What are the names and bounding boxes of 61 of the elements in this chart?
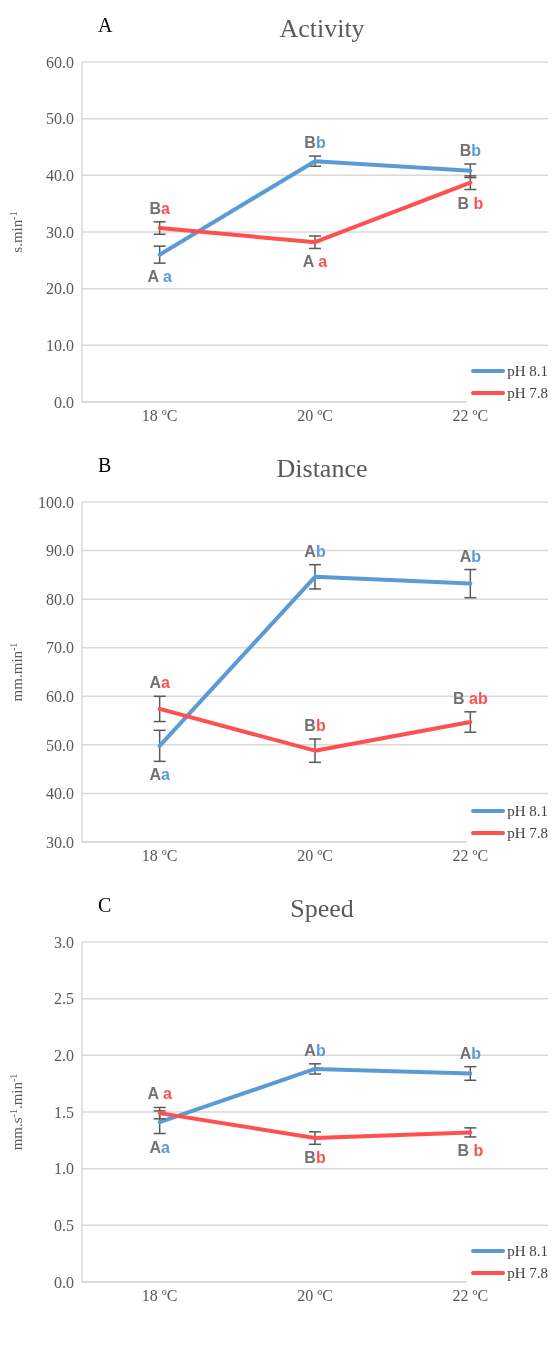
annotation: Bb	[304, 717, 326, 735]
y-tick-label: 40.0	[46, 785, 74, 803]
y-tick-label: 10.0	[46, 337, 74, 355]
x-tick-label: 22 ºC	[452, 407, 489, 425]
y-tick-label: 50.0	[46, 736, 74, 754]
legend-label: pH 7.8	[507, 1264, 548, 1282]
annotation: Ab	[459, 547, 482, 565]
legend-label: pH 8.1	[507, 362, 548, 380]
y-tick-label: 20.0	[46, 280, 74, 298]
legend-label: pH 8.1	[507, 1242, 548, 1260]
y-tick-label: 90.0	[46, 542, 74, 560]
y-tick-label: 100.0	[38, 493, 74, 511]
y-tick-label: 1.0	[54, 1160, 74, 1178]
chart-title: Distance	[276, 454, 368, 483]
annotation: B ab	[452, 689, 488, 707]
annotation: Ab	[459, 1044, 482, 1062]
annotation: Aa	[149, 766, 170, 784]
annotation: B b	[457, 1141, 484, 1159]
y-tick-label: 0.5	[54, 1217, 74, 1235]
x-tick-label: 20 ºC	[297, 847, 333, 865]
y-tick-label: 3.0	[54, 933, 74, 951]
y-tick-label: 70.0	[46, 639, 74, 657]
legend-label: pH 7.8	[507, 384, 548, 402]
annotation: Aa	[149, 674, 170, 692]
chart-title: Activity	[279, 14, 365, 43]
annotation: Aa	[149, 1138, 170, 1156]
annotation: Ab	[304, 1041, 326, 1059]
annotation: Bb	[304, 134, 326, 152]
x-tick-label: 18 ºC	[141, 407, 178, 425]
annotation: Ab	[304, 542, 326, 560]
x-tick-label: 22 ºC	[452, 847, 489, 865]
y-tick-label: 60.0	[46, 53, 74, 71]
y-tick-label: 50.0	[46, 110, 74, 128]
y-tick-label: 30.0	[46, 223, 74, 241]
annotation: Bb	[304, 1149, 326, 1167]
y-tick-label: 1.5	[54, 1103, 74, 1121]
annotation: Bb	[459, 142, 482, 159]
text: C	[98, 894, 112, 916]
y-tick-label: 2.0	[54, 1047, 74, 1065]
y-tick-label: 40.0	[46, 167, 74, 185]
annotation: Ba	[149, 199, 170, 217]
y-tick-label: 0.0	[54, 1273, 74, 1291]
x-tick-label: 20 ºC	[297, 1287, 333, 1305]
x-tick-label: 20 ºC	[297, 407, 333, 425]
annotation: A a	[302, 253, 328, 271]
annotation: B b	[457, 194, 484, 212]
x-tick-label: 18 ºC	[141, 1287, 178, 1305]
annotation: A a	[147, 1085, 172, 1103]
annotation: A a	[147, 268, 172, 286]
text: B	[98, 454, 112, 476]
legend-label: pH 8.1	[507, 802, 548, 820]
y-tick-label: 0.0	[54, 393, 74, 411]
x-tick-label: 22 ºC	[452, 1287, 489, 1305]
text: A	[98, 14, 113, 36]
y-tick-label: 80.0	[46, 590, 74, 608]
chart-title: Speed	[290, 894, 354, 923]
x-tick-label: 18 ºC	[141, 847, 178, 865]
y-tick-label: 60.0	[46, 687, 74, 705]
legend-label: pH 7.8	[507, 824, 548, 842]
y-tick-label: 30.0	[46, 833, 74, 851]
y-tick-label: 2.5	[54, 990, 74, 1008]
